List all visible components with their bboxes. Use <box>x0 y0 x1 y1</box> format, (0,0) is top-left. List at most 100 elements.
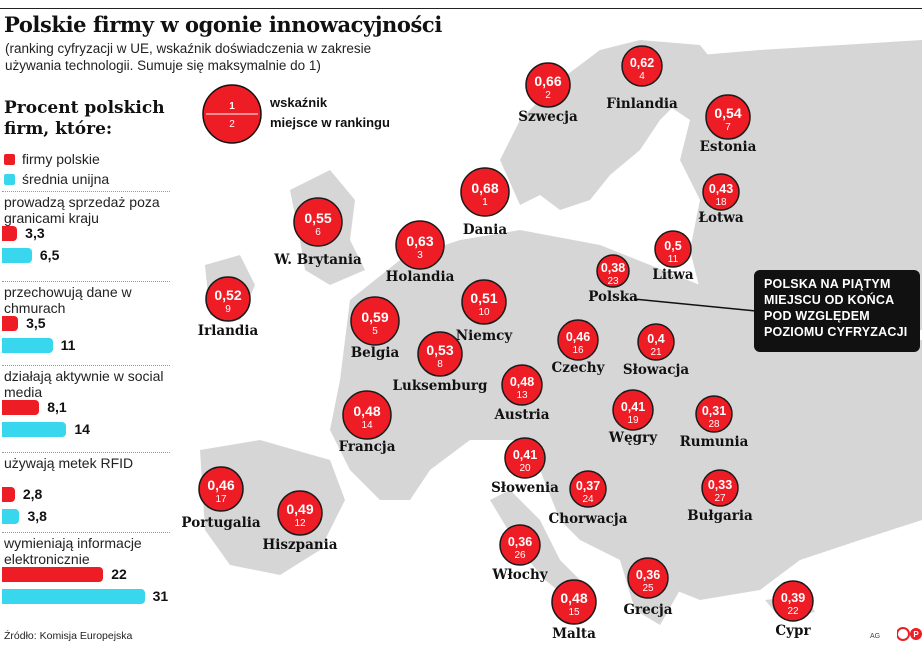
country-value: 0,4 <box>647 332 664 346</box>
country-value: 0,37 <box>576 479 600 493</box>
country-name: Malta <box>552 626 596 642</box>
country-marker: 0,662 Szwecja <box>518 62 578 125</box>
country-name: Portugalia <box>181 515 260 531</box>
eu-bar-value: 14 <box>74 421 90 437</box>
country-value: 0,51 <box>470 290 497 306</box>
country-value: 0,48 <box>560 590 587 606</box>
country-name: Łotwa <box>698 210 743 226</box>
country-value: 0,52 <box>214 287 241 303</box>
key-circle: 1 2 <box>202 84 262 144</box>
country-marker: 0,681 Dania <box>460 167 510 238</box>
country-circle <box>695 395 733 433</box>
country-circle <box>551 579 597 625</box>
eu-bar <box>2 589 145 604</box>
country-rank: 9 <box>225 304 231 315</box>
category-label: używają metek RFID <box>4 455 134 471</box>
country-value: 0,33 <box>708 478 732 492</box>
category-separator <box>2 365 170 366</box>
country-marker: 0,556 W. Brytania <box>273 197 362 268</box>
country-rank: 25 <box>642 583 654 594</box>
country-circle <box>501 364 543 406</box>
country-circle <box>504 437 546 479</box>
country-name: Słowacja <box>623 362 689 378</box>
poland-bar <box>2 487 15 502</box>
country-rank: 23 <box>607 276 619 287</box>
country-rank: 13 <box>516 390 528 401</box>
country-rank: 20 <box>519 463 531 474</box>
country-circle <box>569 470 607 508</box>
country-circle <box>499 524 541 566</box>
eu-bar <box>2 422 67 437</box>
eu-bar-value: 3,8 <box>27 508 47 524</box>
category-separator <box>2 452 170 453</box>
country-name: Austria <box>493 407 549 423</box>
country-value: 0,39 <box>781 591 805 605</box>
country-circle <box>277 490 323 536</box>
country-circle <box>525 62 571 108</box>
svg-text:P: P <box>913 630 919 639</box>
country-rank: 28 <box>708 419 720 430</box>
country-circle <box>461 279 507 325</box>
country-value: 0,41 <box>513 448 537 462</box>
country-marker: 0,529 Irlandia <box>198 276 258 339</box>
country-circle <box>460 167 510 217</box>
country-name: Chorwacja <box>549 511 628 527</box>
top-rule <box>0 8 922 9</box>
country-circle <box>637 323 675 361</box>
category-separator <box>2 532 170 533</box>
legend-poland-swatch <box>4 153 15 165</box>
poland-bar <box>2 226 18 241</box>
country-rank: 15 <box>568 607 580 618</box>
country-circle <box>395 220 445 270</box>
country-rank: 6 <box>315 227 321 238</box>
country-marker: 0,624 Finlandia <box>606 45 678 112</box>
country-rank: 2 <box>545 90 551 101</box>
legend-poland-label: firmy polskie <box>22 151 100 167</box>
legend-eu: średnia unijna <box>4 171 109 187</box>
country-marker: 0,633 Holandia <box>386 220 455 285</box>
country-rank: 1 <box>482 197 488 208</box>
poland-bar-value: 2,8 <box>22 486 43 502</box>
poland-bar-value: 3,3 <box>25 225 45 241</box>
source-note: Źródło: Komisja Europejska <box>4 630 133 642</box>
poland-bar-value: 3,5 <box>26 315 46 331</box>
country-circle <box>654 230 692 268</box>
country-value: 0,48 <box>353 403 380 419</box>
country-circle <box>198 466 244 512</box>
country-name: Włochy <box>491 567 548 583</box>
category-label: przechowują dane w chmurach <box>4 284 132 316</box>
country-name: Węgry <box>608 430 658 446</box>
country-name: Dania <box>463 222 507 238</box>
legend-eu-label: średnia unijna <box>22 171 110 187</box>
country-value: 0,46 <box>207 477 234 493</box>
country-name: Cypr <box>775 623 811 639</box>
country-rank: 22 <box>787 606 799 617</box>
category-label: wymieniają informacje elektronicznie <box>4 535 142 567</box>
country-value: 0,48 <box>510 375 534 389</box>
eu-bar <box>2 338 53 353</box>
country-rank: 27 <box>714 493 726 504</box>
eu-bar-value: 31 <box>152 588 169 604</box>
country-rank: 11 <box>668 254 679 265</box>
country-circle <box>293 197 343 247</box>
country-value: 0,59 <box>361 309 388 325</box>
country-name: Luksemburg <box>393 378 489 394</box>
country-name: Czechy <box>552 360 606 376</box>
category-label: działają aktywnie w social media <box>4 368 164 400</box>
key-sample-bottom: 2 <box>229 119 235 130</box>
key-rank-label: miejsce w rankingu <box>270 115 390 130</box>
country-value: 0,55 <box>304 210 331 226</box>
country-name: Rumunia <box>680 434 749 450</box>
category-label: prowadzą sprzedaż poza granicami kraju <box>4 194 160 226</box>
country-rank: 8 <box>437 359 443 370</box>
country-value: 0,43 <box>709 182 733 196</box>
country-value: 0,31 <box>702 404 726 418</box>
